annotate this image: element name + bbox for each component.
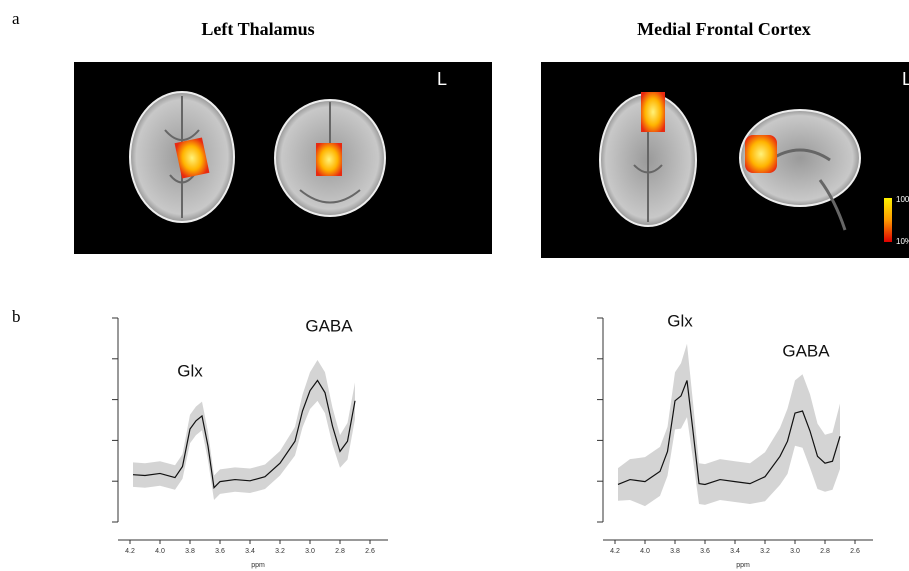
brain-panel: L bbox=[74, 62, 492, 254]
orientation-label: L bbox=[437, 69, 447, 89]
x-tick-label: 3.8 bbox=[670, 548, 680, 555]
x-tick-label: 4.2 bbox=[125, 548, 135, 555]
x-tick-label: 2.8 bbox=[335, 548, 345, 555]
x-axis-label: ppm bbox=[736, 562, 750, 569]
orientation-label: L bbox=[902, 69, 909, 89]
x-tick-label: 2.8 bbox=[820, 548, 830, 555]
x-tick-label: 3.4 bbox=[245, 548, 255, 555]
peak-annotation: GABA bbox=[782, 341, 830, 360]
peak-annotation: Glx bbox=[667, 311, 693, 330]
panel-title: Left Thalamus bbox=[201, 19, 314, 39]
x-tick-label: 4.2 bbox=[610, 548, 620, 555]
x-tick-label: 3.4 bbox=[730, 548, 740, 555]
panel-label: a bbox=[12, 9, 20, 28]
peak-annotation: Glx bbox=[177, 361, 203, 380]
confidence-band bbox=[133, 360, 355, 500]
brain-panel: 100% 10% L bbox=[541, 62, 909, 258]
x-tick-label: 2.6 bbox=[850, 548, 860, 555]
x-tick-label: 4.0 bbox=[155, 548, 165, 555]
x-axis-label: ppm bbox=[251, 562, 265, 569]
x-tick-label: 3.2 bbox=[275, 548, 285, 555]
x-tick-label: 3.6 bbox=[700, 548, 710, 555]
x-tick-label: 3.0 bbox=[305, 548, 315, 555]
confidence-band bbox=[618, 344, 840, 506]
colorbar-label: 10% bbox=[896, 237, 909, 246]
x-tick-label: 3.0 bbox=[790, 548, 800, 555]
x-tick-label: 3.8 bbox=[185, 548, 195, 555]
peak-annotation: GABA bbox=[305, 316, 353, 335]
panel-title: Medial Frontal Cortex bbox=[637, 19, 811, 39]
x-tick-label: 3.2 bbox=[760, 548, 770, 555]
x-tick-label: 2.6 bbox=[365, 548, 375, 555]
panel-label: b bbox=[12, 307, 21, 326]
figure: a b Left Thalamus Medial Frontal Cortex … bbox=[0, 0, 909, 571]
x-tick-label: 3.6 bbox=[215, 548, 225, 555]
x-tick-label: 4.0 bbox=[640, 548, 650, 555]
colorbar-label: 100% bbox=[896, 195, 909, 204]
